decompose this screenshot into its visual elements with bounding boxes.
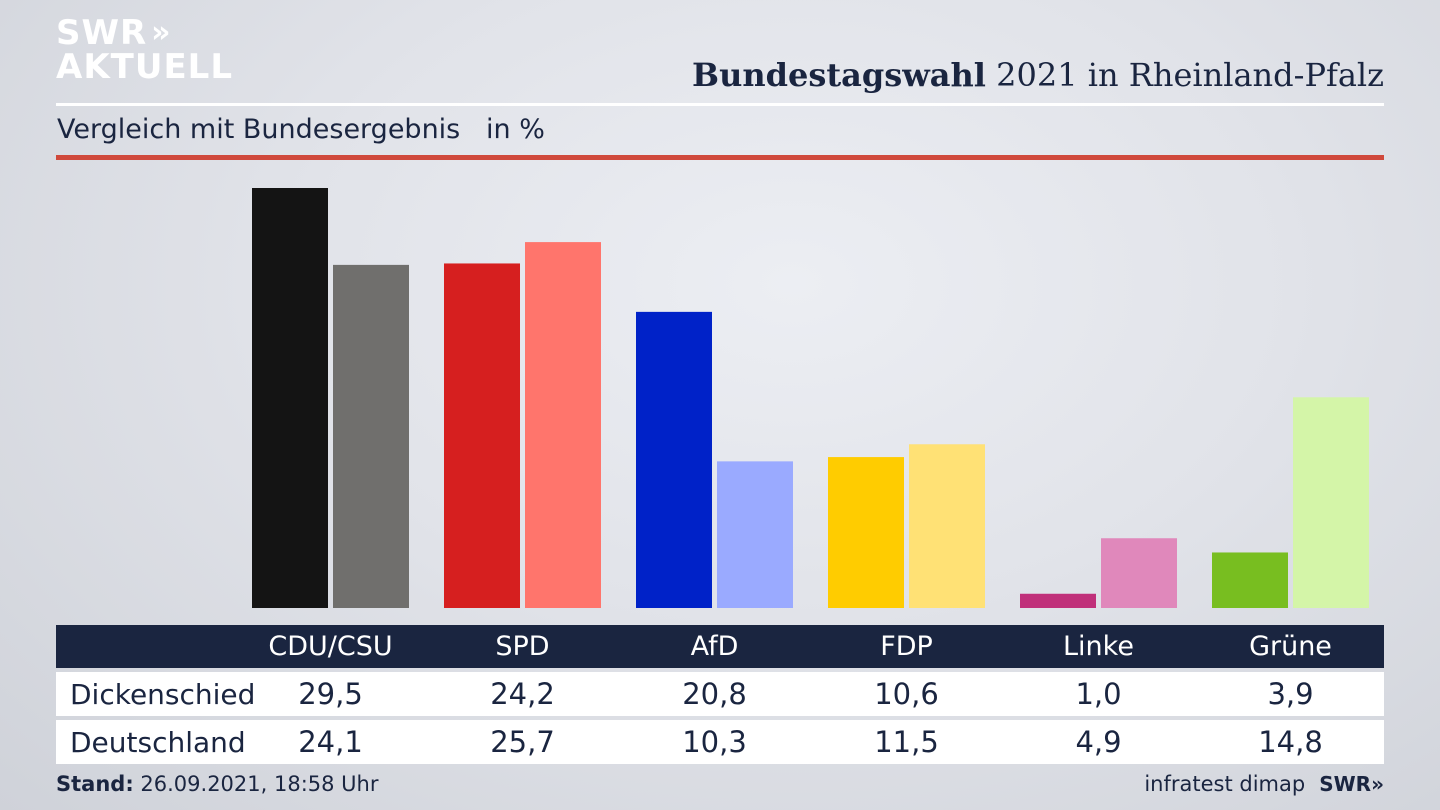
value-cell: 10,6: [874, 677, 939, 711]
bar-afd-deutschland: [717, 461, 793, 608]
swr-footer-logo: SWR»: [1319, 772, 1384, 796]
value-cell: 10,3: [682, 725, 747, 759]
value-cell: 1,0: [1075, 677, 1122, 711]
swr-aktuell-logo: SWR » AKTUELL: [56, 13, 234, 87]
chart-title-rest: 2021 in Rheinland-Pfalz: [985, 56, 1384, 94]
table-row: Dickenschied 29,5 24,2 20,8 10,6 1,0 3,9: [56, 672, 1384, 716]
logo-aktuell-text: AKTUELL: [56, 47, 234, 87]
bar-linke-dickenschied: [1020, 593, 1096, 608]
source-credit: infratest dimap SWR»: [1144, 772, 1384, 796]
bar-fdp-dickenschied: [828, 457, 904, 608]
value-cell: 24,2: [490, 677, 555, 711]
chart-subtitle: Vergleich mit Bundesergebnis in %: [57, 114, 545, 145]
value-cell: 4,9: [1075, 725, 1122, 759]
bar-cdu-csu-deutschland: [333, 264, 409, 608]
column-header-afd: AfD: [690, 631, 739, 662]
value-cell: 20,8: [682, 677, 747, 711]
value-cell: 24,1: [298, 725, 363, 759]
source-name: infratest dimap: [1144, 772, 1306, 796]
value-cell: 25,7: [490, 725, 555, 759]
logo-swr-text: SWR: [56, 13, 148, 53]
row-label: Dickenschied: [70, 677, 256, 711]
stand-value: 26.09.2021, 18:58 Uhr: [133, 772, 379, 796]
column-header-linke: Linke: [1063, 631, 1134, 662]
row-label: Deutschland: [70, 725, 246, 759]
column-header-spd: SPD: [495, 631, 550, 662]
timestamp: Stand: 26.09.2021, 18:58 Uhr: [56, 772, 379, 796]
results-table: CDU/CSU SPD AfD FDP Linke Grüne Dickenschied 2…: [56, 625, 1384, 764]
value-cell: 29,5: [298, 677, 363, 711]
table-header-row: CDU/CSU SPD AfD FDP Linke Grüne: [56, 625, 1384, 668]
bar-spd-dickenschied: [444, 263, 520, 608]
subtitle-divider: [56, 155, 1384, 160]
bar-chart: [252, 188, 1369, 609]
bar-afd-dickenschied: [636, 311, 712, 608]
chart-title: Bundestagswahl 2021 in Rheinland-Pfalz: [692, 56, 1384, 94]
title-divider: [56, 103, 1384, 106]
bar-spd-deutschland: [525, 242, 601, 609]
column-header-cdu-csu: CDU/CSU: [268, 631, 393, 662]
value-cell: 14,8: [1258, 725, 1323, 759]
bar-fdp-deutschland: [909, 444, 985, 608]
stand-label: Stand:: [56, 772, 134, 796]
table-row: Deutschland 24,1 25,7 10,3 11,5 4,9 14,8: [56, 720, 1384, 764]
bar-cdu-csu-dickenschied: [252, 188, 328, 608]
column-header-fdp: FDP: [880, 631, 933, 662]
bar-linke-deutschland: [1101, 538, 1177, 608]
bar-grüne-dickenschied: [1212, 552, 1288, 608]
chart-title-bold: Bundestagswahl: [692, 56, 986, 94]
column-header-grüne: Grüne: [1249, 631, 1332, 662]
value-cell: 3,9: [1267, 677, 1314, 711]
value-cell: 11,5: [874, 725, 939, 759]
bar-grüne-deutschland: [1293, 397, 1369, 608]
